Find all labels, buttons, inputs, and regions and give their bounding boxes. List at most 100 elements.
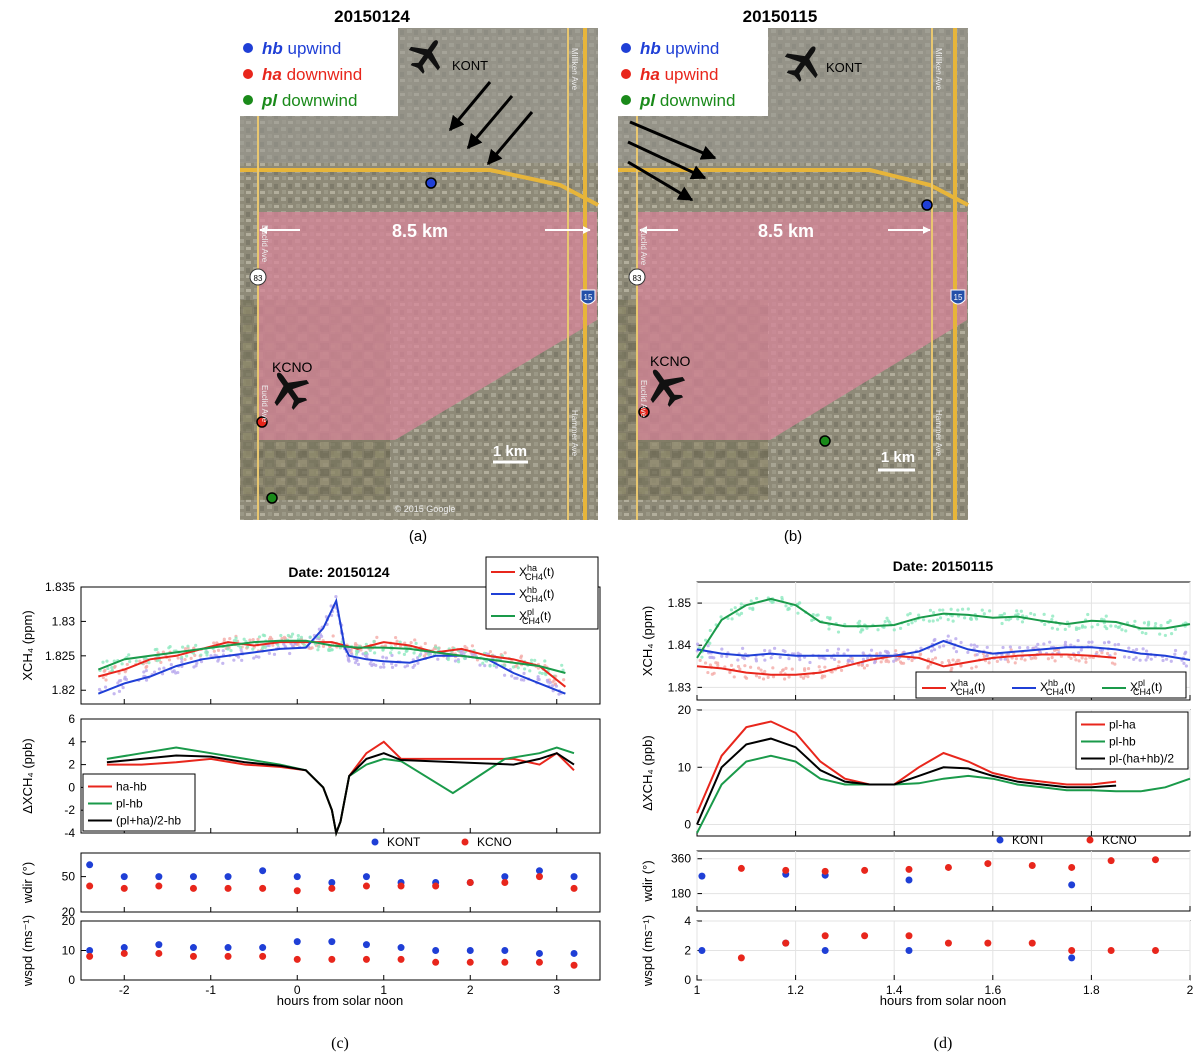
sample-point <box>783 649 787 654</box>
sample-point <box>561 668 565 672</box>
sample-point <box>949 639 953 643</box>
kont-point <box>905 947 913 954</box>
sample-point <box>739 602 743 606</box>
sample-point <box>382 665 386 669</box>
sample-point <box>930 649 934 653</box>
sample-point <box>356 662 361 666</box>
kcno-point <box>737 954 745 962</box>
sample-point <box>1000 613 1004 618</box>
legend-label-ha: Xha CH4(t) <box>950 678 985 697</box>
sample-point <box>1006 660 1010 664</box>
sample-point <box>1004 617 1008 622</box>
svg-text:hb upwind: hb upwind <box>640 39 719 58</box>
sample-point <box>1120 628 1124 632</box>
sample-point <box>375 635 379 640</box>
map-a-study-area <box>258 212 597 440</box>
sample-point <box>827 627 831 631</box>
map-b-legend <box>618 28 768 116</box>
sample-point <box>806 666 811 671</box>
sample-point <box>985 654 989 658</box>
sample-point <box>331 634 335 638</box>
sample-point <box>825 648 829 653</box>
sample-point <box>982 612 986 616</box>
map-a-pl-site-marker <box>266 492 278 504</box>
y-tick-label: 0 <box>684 973 691 987</box>
sample-point <box>949 607 953 611</box>
sample-point <box>732 675 736 679</box>
kcno-point <box>821 867 829 875</box>
sample-point <box>548 680 552 685</box>
sample-point <box>103 685 108 689</box>
kcno-point <box>1151 947 1159 954</box>
sample-point <box>780 668 785 672</box>
x-tick-label: 2 <box>467 983 474 997</box>
kcno-point <box>984 939 992 947</box>
sample-point <box>470 644 475 648</box>
sample-point <box>554 684 559 688</box>
sample-point <box>101 675 105 680</box>
sample-point <box>723 665 727 669</box>
sample-point <box>209 654 213 658</box>
sample-point <box>802 667 807 671</box>
sample-point <box>157 667 162 671</box>
map-b-legend-ha-role: upwind <box>665 65 719 84</box>
sample-point <box>761 677 766 681</box>
sample-point <box>414 641 418 645</box>
kcno-point <box>782 866 790 874</box>
sample-point <box>1166 620 1170 624</box>
sample-point <box>120 662 124 666</box>
kcno-point <box>259 884 267 892</box>
sample-point <box>533 658 537 662</box>
sample-point <box>720 647 724 651</box>
kont-point <box>362 873 370 881</box>
map-b-road-milliken: Milliken Ave <box>934 48 943 91</box>
sample-point <box>390 665 395 669</box>
sample-point <box>756 666 761 670</box>
sample-point <box>390 653 394 657</box>
map-b-legend-pl-site: pl <box>639 91 656 110</box>
y-tick-label: 4 <box>684 914 691 928</box>
sample-point <box>503 673 507 677</box>
y-tick-label: -2 <box>64 803 75 817</box>
x-tick-label: -2 <box>119 983 130 997</box>
sample-point <box>830 656 834 660</box>
map-b-legend-pl-role: downwind <box>660 91 736 110</box>
x-tick-label: 1.2 <box>787 983 804 997</box>
sample-point <box>138 659 142 663</box>
sample-point <box>503 651 507 655</box>
map-b-legend-hb-site: hb <box>640 39 661 58</box>
sample-point <box>1184 664 1188 668</box>
kcno-point <box>86 882 94 890</box>
sample-point <box>695 642 700 646</box>
sample-point <box>803 674 807 678</box>
sample-point <box>940 660 944 665</box>
sample-point <box>725 654 729 659</box>
sample-point <box>1109 624 1113 628</box>
sample-point <box>318 632 323 637</box>
chart-c-xch4-panel: 1.82 1.825 1.83 1.835 XCH₄ (ppm) Xha CH4(t) Xhb… <box>20 556 601 705</box>
sample-point <box>1036 642 1040 646</box>
map-b-road-hammer: Hammer Ave <box>934 410 943 457</box>
kont-point <box>155 941 163 949</box>
kcno-point <box>535 873 543 881</box>
sample-point <box>1079 648 1083 652</box>
sample-point <box>736 664 741 669</box>
sample-point <box>248 638 252 642</box>
sample-point <box>846 648 850 652</box>
sample-point <box>1173 627 1178 632</box>
map-a-legend-hb-dot <box>243 43 253 53</box>
sample-point <box>1113 662 1117 666</box>
sample-point <box>771 675 776 679</box>
y-tick-label: 10 <box>678 760 692 774</box>
sample-point <box>763 658 767 662</box>
sample-point <box>755 596 759 601</box>
kont-point <box>86 947 94 954</box>
sample-point <box>234 639 238 643</box>
kont-point <box>466 947 474 954</box>
map-a-legend-ha-site: ha <box>262 65 282 84</box>
sample-point <box>933 637 937 642</box>
sample-point <box>537 677 541 682</box>
kcno-point <box>432 882 440 890</box>
kcno-point <box>501 879 509 886</box>
sample-point <box>171 670 175 674</box>
